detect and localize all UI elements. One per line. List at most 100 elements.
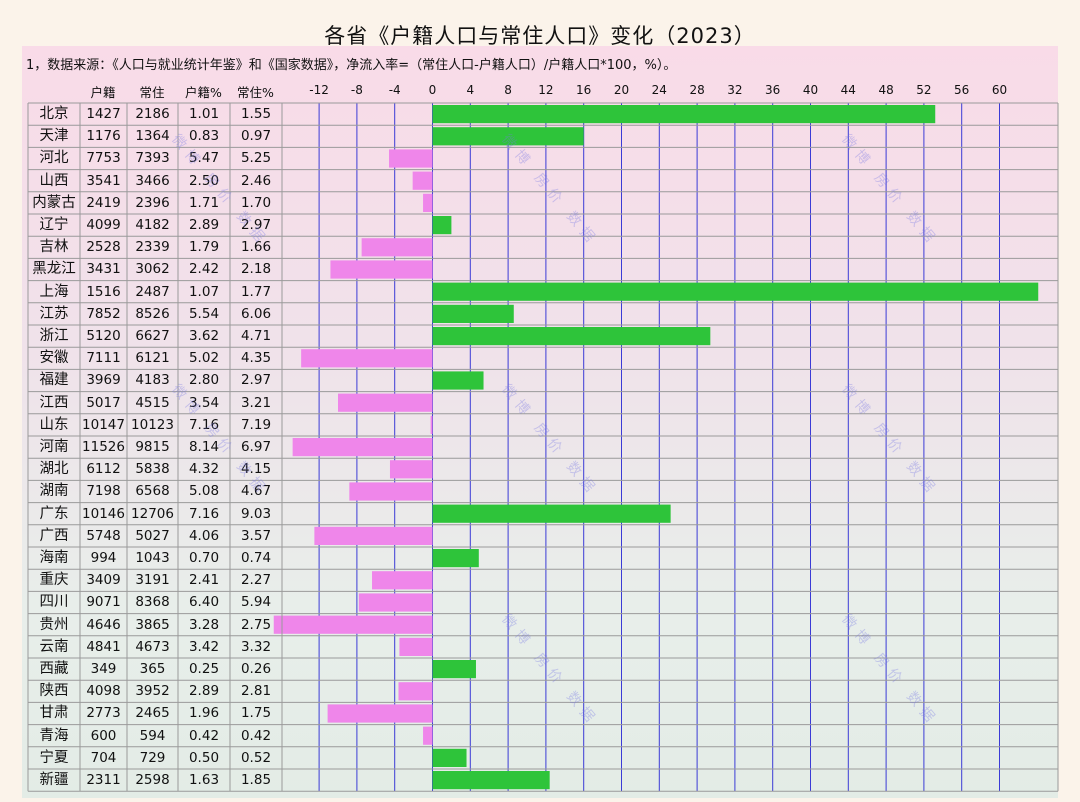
cell-changzhu_pct: 0.74: [240, 550, 272, 566]
header-changzhu: 常住: [139, 85, 165, 100]
cell-huji_pct: 1.79: [188, 239, 220, 256]
bar-广西: [314, 526, 433, 545]
bar-江苏: [432, 304, 514, 323]
cell-changzhu: 1364: [135, 128, 170, 145]
cell-huji_pct: 7.16: [188, 505, 220, 522]
province-label: 安徽: [39, 350, 69, 367]
province-label: 上海: [39, 283, 69, 300]
province-label: 新疆: [39, 772, 69, 788]
cell-huji: 2311: [86, 772, 121, 788]
province-label: 云南: [39, 638, 69, 655]
cell-changzhu_pct: 2.97: [240, 372, 272, 389]
cell-huji_pct: 5.08: [188, 483, 220, 500]
cell-changzhu: 2598: [135, 772, 170, 788]
bar-陕西: [398, 682, 433, 701]
cell-changzhu_pct: 2.27: [240, 572, 272, 589]
cell-changzhu_pct: 1.85: [240, 772, 272, 788]
cell-changzhu: 2465: [135, 705, 170, 722]
cell-huji: 3431: [86, 261, 121, 278]
province-label: 江西: [39, 394, 69, 411]
province-label: 山东: [39, 416, 69, 433]
province-label: 广西: [39, 527, 69, 544]
cell-huji_pct: 1.71: [188, 194, 220, 211]
cell-changzhu_pct: 0.42: [240, 727, 272, 744]
cell-huji_pct: 5.54: [188, 305, 220, 322]
cell-huji_pct: 6.40: [188, 594, 220, 611]
cell-huji: 4098: [86, 683, 121, 700]
cell-changzhu_pct: 3.21: [240, 394, 272, 411]
bar-西藏: [432, 660, 476, 679]
bar-安徽: [301, 349, 433, 368]
cell-huji_pct: 0.50: [188, 749, 220, 766]
cell-changzhu: 2186: [135, 106, 170, 122]
cell-huji_pct: 3.54: [188, 394, 220, 411]
cell-changzhu_pct: 0.26: [240, 661, 272, 677]
cell-changzhu: 594: [139, 727, 166, 744]
cell-huji_pct: 1.01: [188, 106, 220, 122]
cell-huji: 4646: [86, 616, 121, 633]
province-label: 海南: [39, 550, 69, 566]
cell-huji_pct: 2.80: [188, 372, 220, 389]
bar-河南: [292, 438, 433, 457]
cell-huji: 5748: [86, 527, 121, 544]
bar-北京: [432, 105, 936, 124]
cell-huji_pct: 4.32: [188, 461, 220, 478]
cell-changzhu_pct: 4.35: [240, 350, 272, 367]
cell-huji_pct: 0.25: [188, 661, 220, 677]
cell-changzhu: 4515: [135, 394, 170, 411]
cell-huji_pct: 4.06: [188, 527, 220, 544]
bar-山东: [430, 415, 433, 434]
x-tick-label: 44: [840, 83, 856, 97]
page-title: 各省《户籍人口与常住人口》变化（2023）: [324, 24, 756, 48]
province-label: 浙江: [39, 328, 69, 344]
bar-湖北: [389, 460, 433, 479]
bar-吉林: [361, 238, 433, 257]
province-label: 青海: [39, 727, 69, 744]
cell-huji: 994: [90, 550, 117, 566]
bar-天津: [432, 127, 584, 146]
cell-huji_pct: 0.42: [188, 727, 220, 744]
cell-huji_pct: 1.07: [188, 283, 220, 300]
x-tick-label: -4: [388, 83, 401, 97]
bar-内蒙古: [423, 193, 433, 212]
cell-huji_pct: 2.42: [188, 261, 220, 278]
cell-changzhu_pct: 9.03: [240, 505, 272, 522]
province-label: 湖南: [39, 483, 69, 500]
x-tick-label: 20: [613, 83, 630, 97]
bar-河北: [389, 149, 433, 168]
province-label: 广东: [39, 505, 69, 522]
cell-changzhu: 7393: [135, 150, 170, 167]
province-label: 重庆: [39, 572, 69, 589]
x-tick-label: 28: [689, 83, 705, 97]
cell-huji: 4099: [86, 217, 121, 233]
cell-changzhu_pct: 1.77: [240, 283, 272, 300]
x-tick-label: 0: [428, 83, 437, 97]
cell-changzhu_pct: 2.81: [240, 683, 272, 700]
x-tick-label: 8: [504, 83, 512, 97]
cell-huji: 6112: [86, 461, 121, 478]
x-tick-label: 16: [576, 83, 592, 97]
cell-changzhu: 3865: [135, 616, 170, 633]
cell-huji: 7198: [86, 483, 121, 500]
chart-panel: [22, 46, 1058, 798]
cell-huji_pct: 3.62: [188, 328, 220, 344]
bar-重庆: [372, 571, 433, 590]
cell-huji_pct: 0.83: [188, 128, 220, 145]
cell-changzhu: 3952: [135, 683, 170, 700]
x-tick-label: 36: [765, 83, 781, 97]
x-tick-label: 24: [651, 83, 667, 97]
cell-huji: 3409: [86, 572, 121, 589]
cell-changzhu: 12706: [131, 505, 174, 522]
province-label: 湖北: [39, 461, 69, 478]
cell-changzhu: 5838: [135, 461, 170, 478]
cell-changzhu_pct: 6.97: [240, 439, 272, 455]
cell-huji: 349: [90, 661, 117, 677]
cell-huji: 4841: [86, 638, 121, 655]
cell-huji_pct: 7.16: [188, 416, 220, 433]
cell-changzhu: 6121: [135, 350, 170, 367]
cell-changzhu_pct: 2.75: [240, 616, 272, 633]
x-tick-label: 56: [954, 83, 970, 97]
cell-changzhu_pct: 4.71: [240, 328, 272, 344]
province-label: 西藏: [39, 661, 69, 677]
cell-huji_pct: 2.89: [188, 217, 220, 233]
